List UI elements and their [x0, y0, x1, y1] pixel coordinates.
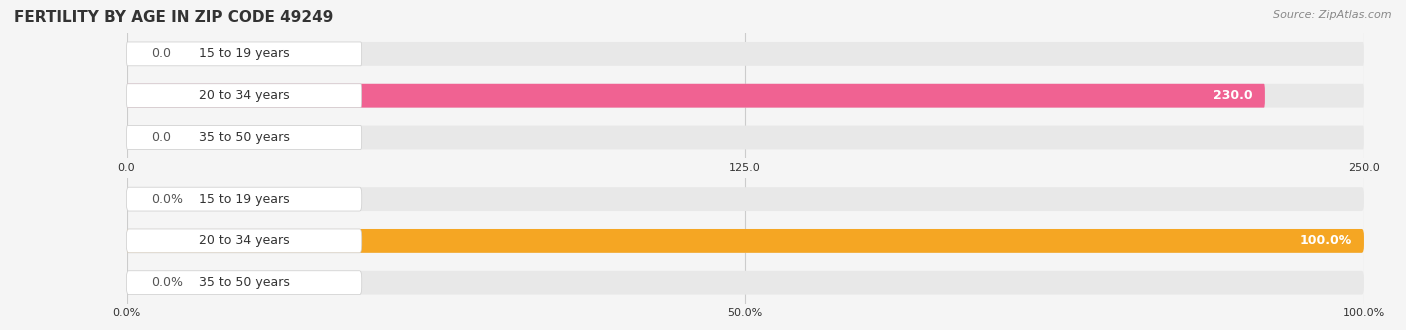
- FancyBboxPatch shape: [127, 187, 361, 211]
- FancyBboxPatch shape: [127, 229, 361, 253]
- FancyBboxPatch shape: [127, 84, 361, 108]
- Text: Source: ZipAtlas.com: Source: ZipAtlas.com: [1274, 10, 1392, 20]
- FancyBboxPatch shape: [127, 229, 1364, 253]
- FancyBboxPatch shape: [127, 187, 1364, 211]
- Text: 20 to 34 years: 20 to 34 years: [198, 234, 290, 248]
- Text: 100.0%: 100.0%: [1299, 234, 1351, 248]
- FancyBboxPatch shape: [127, 271, 361, 295]
- Text: 35 to 50 years: 35 to 50 years: [198, 276, 290, 289]
- Text: 35 to 50 years: 35 to 50 years: [198, 131, 290, 144]
- Text: 0.0%: 0.0%: [152, 193, 183, 206]
- FancyBboxPatch shape: [127, 84, 1364, 108]
- FancyBboxPatch shape: [127, 126, 361, 149]
- Text: 230.0: 230.0: [1213, 89, 1253, 102]
- Text: 0.0: 0.0: [152, 48, 172, 60]
- FancyBboxPatch shape: [127, 229, 1364, 253]
- FancyBboxPatch shape: [127, 271, 1364, 295]
- Text: 15 to 19 years: 15 to 19 years: [198, 193, 290, 206]
- FancyBboxPatch shape: [127, 42, 361, 66]
- Text: 0.0: 0.0: [152, 131, 172, 144]
- Text: 15 to 19 years: 15 to 19 years: [198, 48, 290, 60]
- FancyBboxPatch shape: [127, 126, 1364, 149]
- Text: 0.0%: 0.0%: [152, 276, 183, 289]
- FancyBboxPatch shape: [127, 42, 1364, 66]
- Text: 20 to 34 years: 20 to 34 years: [198, 89, 290, 102]
- Text: FERTILITY BY AGE IN ZIP CODE 49249: FERTILITY BY AGE IN ZIP CODE 49249: [14, 10, 333, 25]
- FancyBboxPatch shape: [127, 84, 1265, 108]
